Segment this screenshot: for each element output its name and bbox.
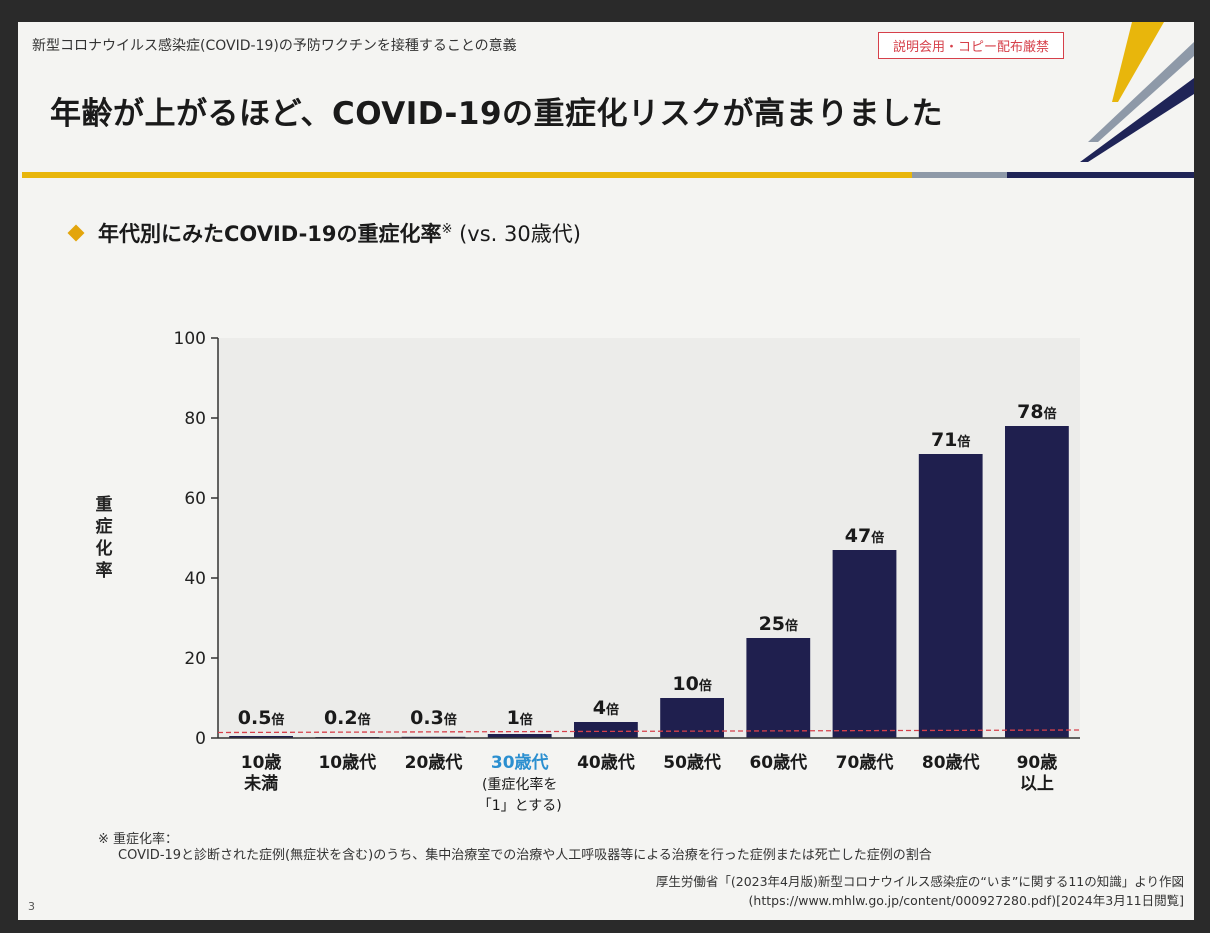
x-category-label: 「1」とする) [478,798,562,814]
footnote-head: ※ 重症化率： [98,832,179,847]
bar [832,550,897,738]
page-title: 年齢が上がるほど、COVID-19の重症化リスクが高まりました [50,96,944,132]
y-tick-label: 40 [184,569,206,589]
chart-heading: 年代別にみたCOVID-19の重症化率※ (vs. 30歳代) [67,218,581,248]
divider-gray [912,172,1007,178]
y-axis-label-char: 重 [96,494,113,515]
bar-value-label: 10倍 [672,673,711,695]
x-category-label: 80歳代 [922,752,980,773]
x-category-label: 未満 [243,773,278,794]
bar-value-label: 78倍 [1017,401,1056,423]
page-number: 3 [28,900,35,913]
chart-heading-mark: ※ [441,222,453,237]
y-tick-label: 20 [184,649,206,669]
x-category-label: 10歳代 [318,752,376,773]
x-category-label: 10歳 [241,752,282,773]
chart-heading-comparison: (vs. 30歳代) [452,222,581,246]
x-category-label: 70歳代 [836,752,894,773]
x-category-label: 60歳代 [749,752,807,773]
x-category-label: 30歳代 [491,752,549,773]
y-tick-label: 80 [184,409,206,429]
bar-value-label: 71倍 [931,429,970,451]
x-category-label: 50歳代 [663,752,721,773]
bar [574,722,638,738]
bar [660,698,724,738]
bar-value-label: 0.5倍 [238,707,285,729]
y-tick-label: 0 [195,729,206,749]
source-line-1: 厚生労働省「(2023年4月版)新型コロナウイルス感染症の“いま”に関する11の… [655,874,1184,889]
y-axis-label-char: 症 [96,516,113,537]
divider-gold [22,172,912,178]
slide: 新型コロナウイルス感染症(COVID-19)の予防ワクチンを接種することの意義 … [18,22,1194,920]
source-line-2: (https://www.mhlw.go.jp/content/00092728… [748,893,1184,908]
y-axis-label-char: 率 [96,560,113,581]
decorative-stripes-icon [1080,22,1194,162]
bar [746,638,811,738]
bar [1005,426,1069,738]
y-tick-label: 100 [174,329,206,349]
header-subtitle: 新型コロナウイルス感染症(COVID-19)の予防ワクチンを接種することの意義 [32,38,517,54]
bar [229,736,293,738]
bar-value-label: 47倍 [845,525,884,547]
bar-value-label: 0.2倍 [324,707,371,729]
divider-navy [1007,172,1194,178]
x-category-label: 90歳 [1017,752,1058,773]
confidential-notice: 説明会用・コピー配布厳禁 [878,32,1065,59]
bar [487,734,552,738]
bar-value-label: 0.3倍 [410,707,457,729]
bar-value-label: 1倍 [507,707,533,729]
bar-value-label: 25倍 [759,613,798,635]
x-category-label: (重症化率を [482,776,557,793]
bar-value-label: 4倍 [593,697,619,719]
x-category-label: 以上 [1020,774,1054,794]
bar [918,454,983,738]
y-axis-label-char: 化 [96,538,113,559]
chart-heading-text: 年代別にみたCOVID-19の重症化率 [98,222,442,246]
x-category-label: 20歳代 [405,752,463,773]
x-category-label: 40歳代 [577,752,635,773]
footnote-body: COVID-19と診断された症例(無症状を含む)のうち、集中治療室での治療や人工… [118,848,932,863]
y-tick-label: 60 [184,489,206,509]
